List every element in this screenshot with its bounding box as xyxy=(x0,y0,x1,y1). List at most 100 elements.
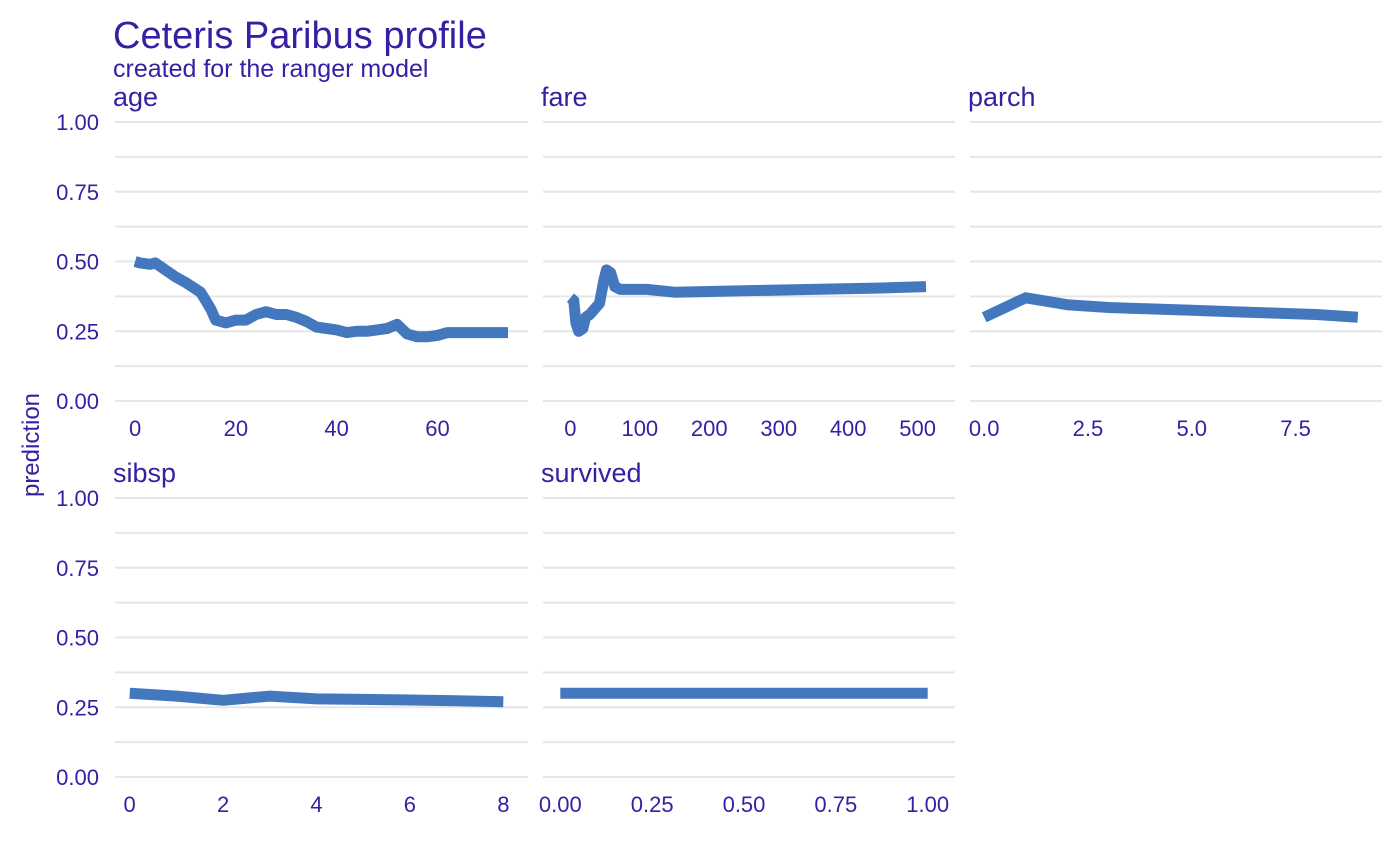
background-profile-line xyxy=(135,130,508,147)
background-profile-line xyxy=(130,554,504,576)
x-tick-label: 0 xyxy=(124,792,136,817)
y-tick-label: 1.00 xyxy=(56,486,99,511)
x-tick-label: 60 xyxy=(425,416,449,441)
background-profile-line xyxy=(570,267,926,359)
x-tick-label: 1.00 xyxy=(906,792,949,817)
background-profile-line xyxy=(984,348,1358,362)
background-profile-line xyxy=(135,245,508,312)
background-profile-line xyxy=(135,156,508,248)
background-profile-line xyxy=(130,749,504,757)
background-profile-line xyxy=(130,638,504,658)
background-profile-line xyxy=(130,744,504,752)
x-tick-label: 2 xyxy=(217,792,229,817)
x-tick-label: 200 xyxy=(691,416,728,441)
background-profile-line xyxy=(984,130,1358,155)
main-profile-line xyxy=(129,687,504,708)
background-profile-line xyxy=(984,142,1358,176)
x-tick-label: 400 xyxy=(830,416,867,441)
background-profile-line xyxy=(984,178,1358,284)
panel-sibsp: sibsp 0.00 0.25 0.50 0.75 1.00 0 2 4 6 8 xyxy=(56,458,528,817)
background-profile-line xyxy=(984,359,1358,370)
background-profile-line xyxy=(570,214,926,331)
panel-label-sibsp: sibsp xyxy=(113,458,176,488)
x-tick-label: 5.0 xyxy=(1176,416,1207,441)
background-profile-line xyxy=(130,710,504,721)
main-profile-line xyxy=(133,256,508,343)
background-profile-line xyxy=(570,133,926,303)
background-profile-line xyxy=(130,721,504,735)
x-tick-label: 0.00 xyxy=(539,792,582,817)
background-profile-line xyxy=(570,128,926,332)
y-tick-label: 0.25 xyxy=(56,319,99,344)
background-profile-line xyxy=(570,334,926,384)
main-profile-line xyxy=(981,292,1359,323)
background-profile-line xyxy=(130,624,504,646)
panel-age: age 0.00 0.25 0.50 0.75 1.00 0 20 40 60 xyxy=(56,82,528,441)
panel-label-survived: survived xyxy=(541,458,642,488)
y-tick-label: 1.00 xyxy=(56,110,99,135)
chart-subtitle: created for the ranger model xyxy=(113,55,428,83)
chart-title: Ceteris Paribus profile xyxy=(113,15,487,57)
x-tick-label: 20 xyxy=(224,416,248,441)
x-tick-label: 4 xyxy=(310,792,322,817)
background-profile-line xyxy=(570,200,926,345)
background-profile-line xyxy=(130,610,504,638)
y-tick-label: 0.50 xyxy=(56,250,99,275)
y-tick-label: 0.75 xyxy=(56,556,99,581)
background-profile-line xyxy=(570,317,926,378)
y-tick-label: 0.75 xyxy=(56,180,99,205)
x-tick-label: 300 xyxy=(760,416,797,441)
x-tick-label: 6 xyxy=(404,792,416,817)
x-tick-label: 0.0 xyxy=(969,416,1000,441)
background-profile-line xyxy=(570,298,926,373)
background-profile-line xyxy=(984,133,1358,164)
background-profile-line xyxy=(570,262,926,360)
background-profile-line xyxy=(570,326,926,382)
y-tick-label: 0.00 xyxy=(56,389,99,414)
background-profile-line xyxy=(984,382,1358,388)
background-profile-line xyxy=(984,337,1358,354)
background-profile-line xyxy=(130,705,504,716)
background-profile-line xyxy=(984,214,1358,287)
background-profile-line xyxy=(135,303,508,378)
background-profile-line xyxy=(570,130,926,289)
x-tick-label: 0.75 xyxy=(814,792,857,817)
y-tick-label: 0.50 xyxy=(56,626,99,651)
background-profile-line xyxy=(570,309,926,373)
background-profile-line xyxy=(984,264,1358,292)
y-tick-label: 0.00 xyxy=(56,765,99,790)
background-profile-line xyxy=(135,309,508,384)
panel-label-parch: parch xyxy=(968,82,1036,112)
panel-label-age: age xyxy=(113,82,158,112)
background-profile-line xyxy=(570,256,926,351)
background-profile-line xyxy=(570,303,926,345)
background-profile-line xyxy=(130,518,504,543)
background-profile-line xyxy=(984,250,1358,289)
background-profile-line xyxy=(130,590,504,610)
x-tick-label: 0.25 xyxy=(631,792,674,817)
x-tick-label: 8 xyxy=(497,792,509,817)
background-profile-line xyxy=(130,727,504,741)
background-profile-line xyxy=(570,354,926,388)
background-profile-line xyxy=(130,716,504,727)
background-profile-line xyxy=(984,186,1358,247)
x-tick-label: 2.5 xyxy=(1073,416,1104,441)
y-axis-label: prediction xyxy=(18,393,45,497)
background-profile-line xyxy=(130,501,504,532)
panel-fare: fare 0 100 200 300 400 500 xyxy=(541,82,955,441)
background-profile-line xyxy=(130,601,504,623)
background-profile-line xyxy=(130,652,504,685)
background-profile-line xyxy=(135,128,508,159)
background-profile-line xyxy=(135,348,508,387)
background-profile-line xyxy=(130,660,504,694)
background-profile-line xyxy=(570,320,926,367)
main-profile-line xyxy=(566,264,927,337)
x-tick-label: 0.50 xyxy=(723,792,766,817)
background-profile-line xyxy=(984,370,1358,378)
x-tick-label: 40 xyxy=(324,416,348,441)
x-tick-label: 7.5 xyxy=(1280,416,1311,441)
x-tick-label: 0 xyxy=(129,416,141,441)
panel-parch: parch 0.0 2.5 5.0 7.5 xyxy=(968,82,1382,441)
y-tick-label: 0.25 xyxy=(56,695,99,720)
panel-label-fare: fare xyxy=(541,82,588,112)
